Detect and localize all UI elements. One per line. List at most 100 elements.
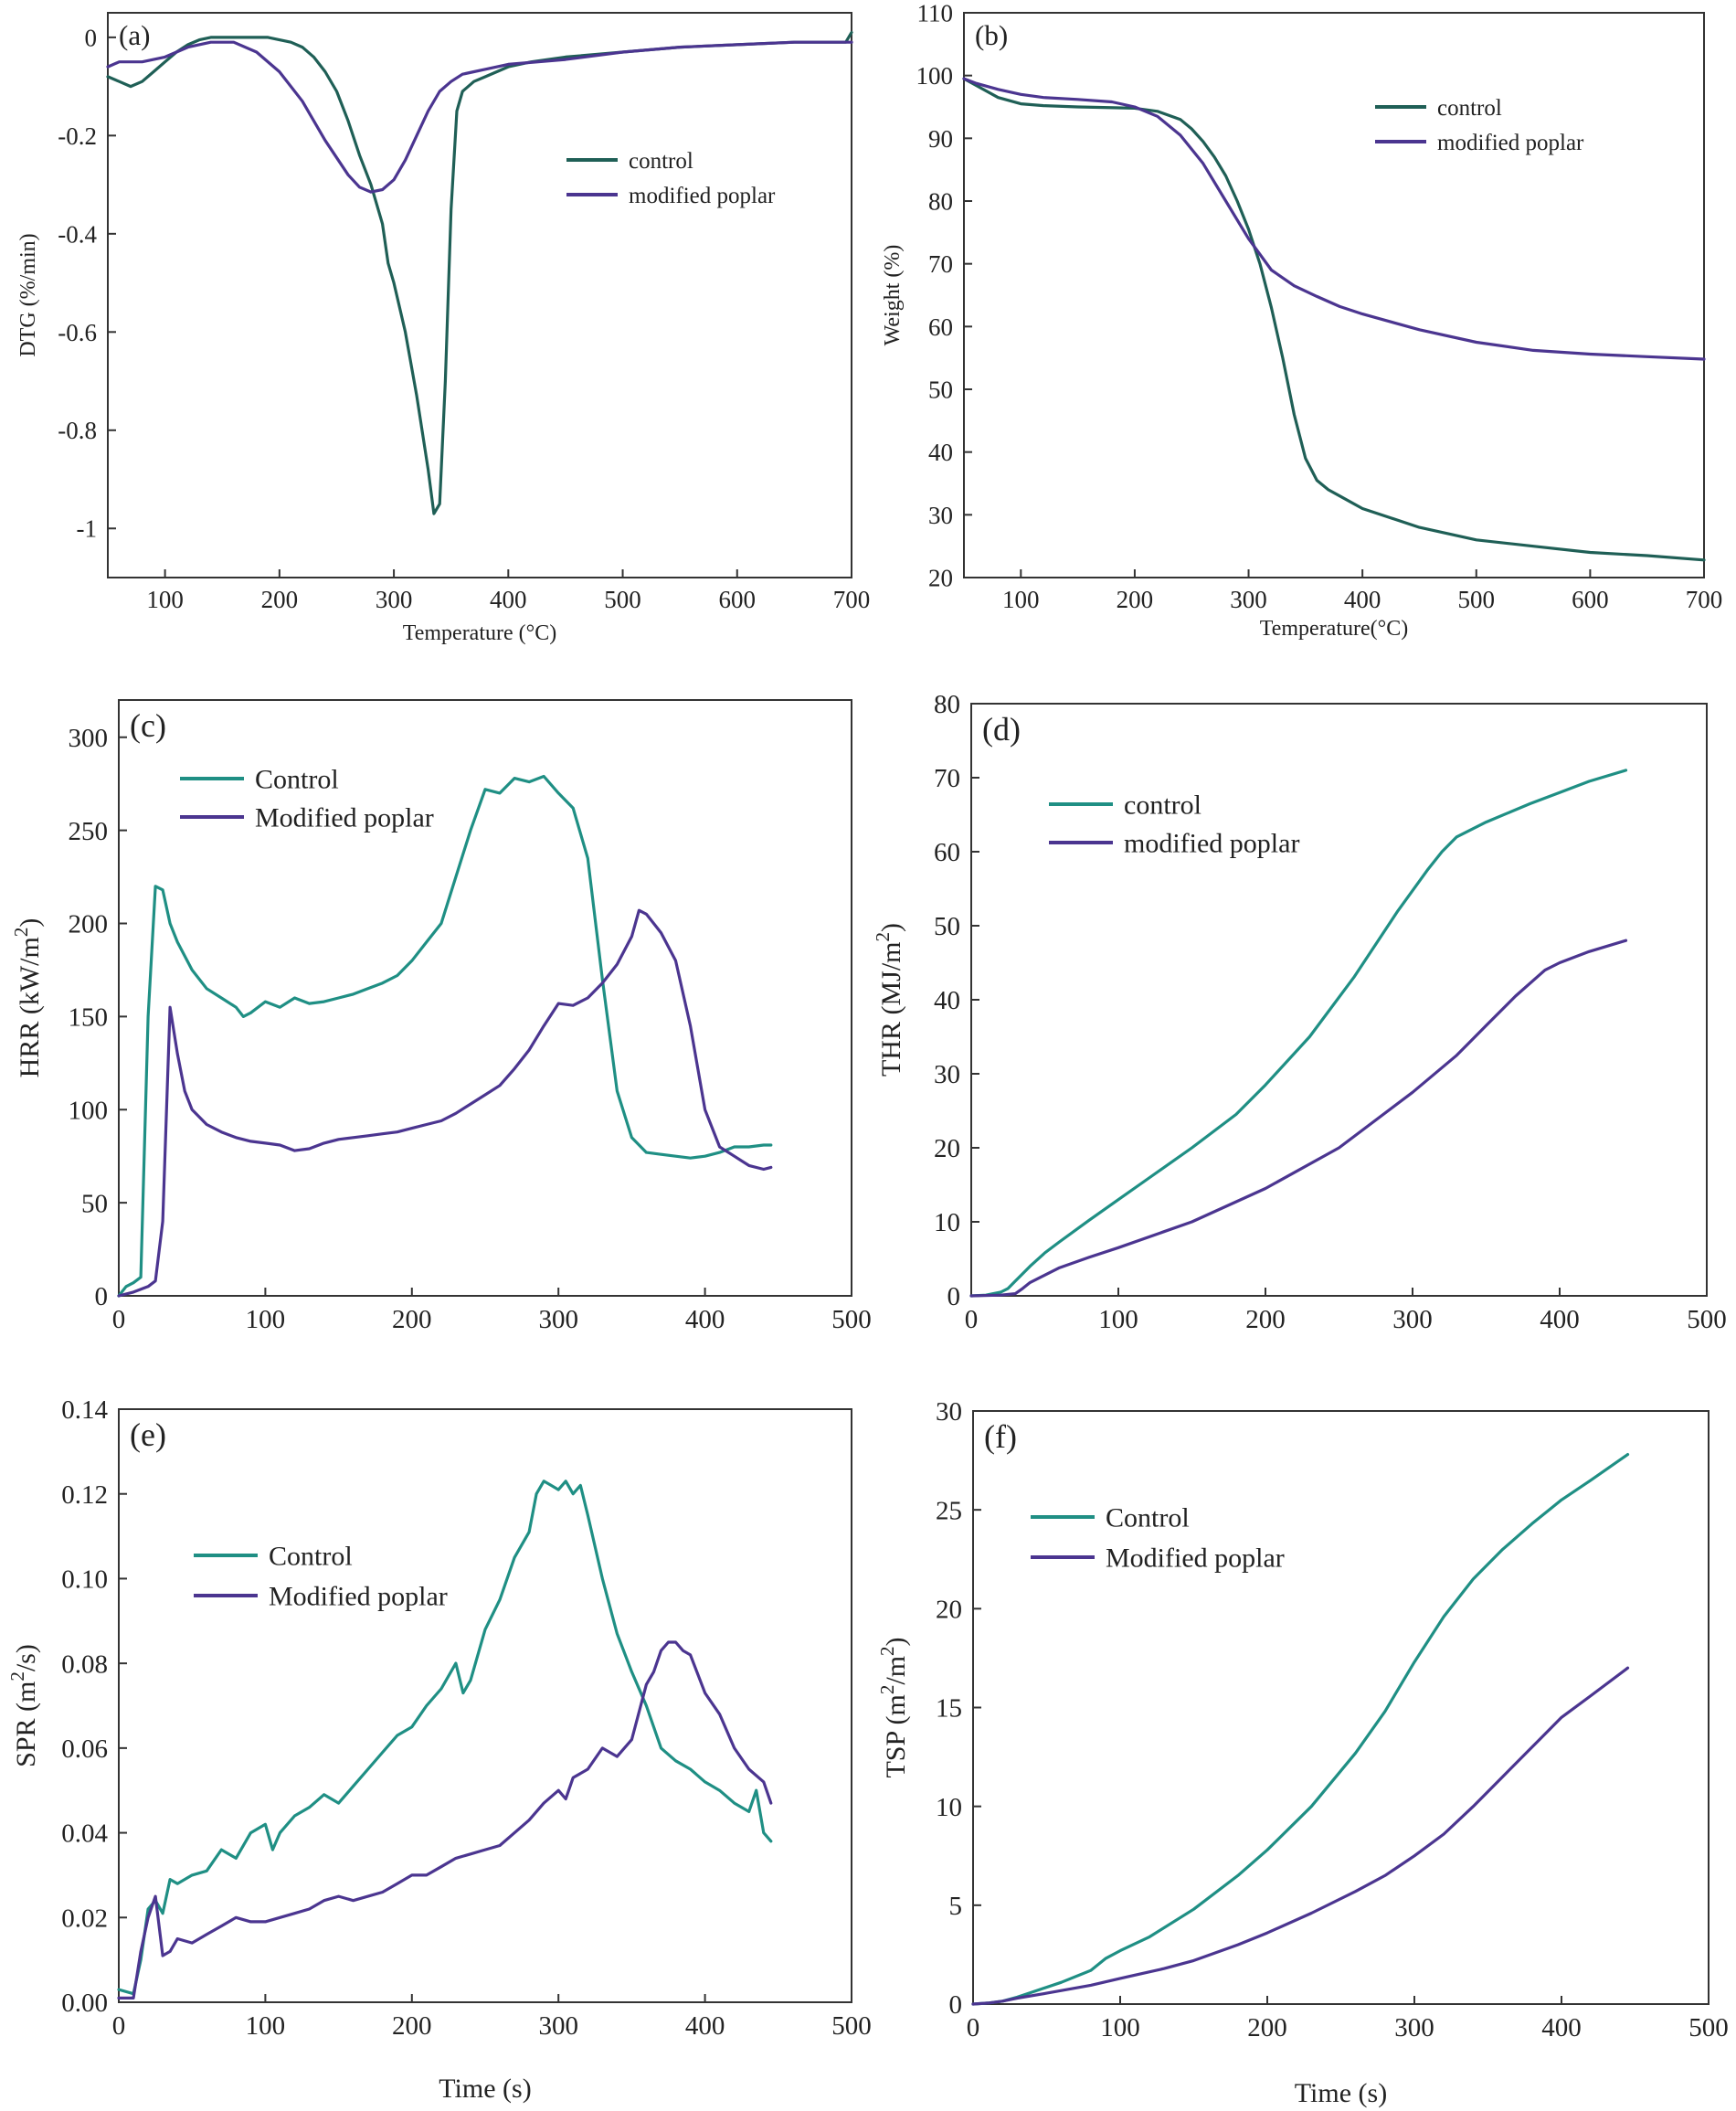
plot-frame-f xyxy=(972,1410,1710,2005)
y-tick-label: 0.10 xyxy=(61,1565,108,1595)
legend-label: Modified poplar xyxy=(1106,1543,1285,1574)
y-tick-label: 40 xyxy=(928,439,953,466)
x-axis-label: Temperature(°C) xyxy=(1260,617,1409,641)
plot-frame-d xyxy=(970,703,1708,1297)
series-line-control xyxy=(971,1452,1630,2006)
series-line-modified-poplar xyxy=(962,77,1706,361)
series-line-modified-poplar xyxy=(117,908,773,1298)
x-tick-label: 300 xyxy=(538,1305,578,1334)
y-tick-label: 0.08 xyxy=(61,1650,108,1679)
y-tick-label: 30 xyxy=(934,1060,960,1089)
y-tick-label: 80 xyxy=(928,187,953,215)
x-tick-label: 500 xyxy=(831,2011,872,2041)
series-line-modified-poplar xyxy=(106,40,853,194)
y-tick-label: 200 xyxy=(69,910,109,939)
x-tick-label: 400 xyxy=(490,586,527,613)
y-tick-label: -0.2 xyxy=(58,122,97,150)
y-tick-label: 0 xyxy=(95,1282,109,1311)
series-line-control xyxy=(117,1480,773,1996)
y-axis-label: DTG (%/min) xyxy=(16,233,40,356)
y-axis-label: Weight (%) xyxy=(881,245,905,346)
y-tick-label: 10 xyxy=(936,1793,962,1822)
y-axis-label: TSP (m2/m2) xyxy=(876,1637,911,1777)
y-tick-label: -0.4 xyxy=(58,220,97,248)
x-axis-label: Temperature (°C) xyxy=(403,621,557,645)
panel-label: (d) xyxy=(982,711,1021,748)
plot-frame-c xyxy=(118,699,852,1297)
y-tick-label: 60 xyxy=(928,313,953,341)
series-line-control xyxy=(117,774,773,1298)
y-tick-label: 150 xyxy=(69,1003,109,1033)
x-tick-label: 100 xyxy=(1098,1305,1138,1334)
panel-label: (f) xyxy=(984,1418,1017,1455)
legend-label: Control xyxy=(1106,1503,1190,1533)
x-tick-label: 200 xyxy=(1245,1305,1286,1334)
x-tick-label: 0 xyxy=(967,2013,980,2042)
legend-label: control xyxy=(1124,790,1201,821)
y-tick-label: 0.12 xyxy=(61,1480,108,1510)
y-tick-label: 0.04 xyxy=(61,1819,108,1849)
x-tick-label: 100 xyxy=(1100,2013,1140,2042)
panel-e: 0 100 200 300 400 500 0.00 0.02 0.04 0.06 0.08 0.10… xyxy=(6,1395,872,2104)
panel-a: 100 200 300 400 500 600 700 0 -0.2 -0.4 -0.6 -0.8 -1… xyxy=(16,12,871,645)
panel-label: (a) xyxy=(119,19,150,51)
x-tick-label: 500 xyxy=(1687,1305,1727,1334)
x-tick-label: 400 xyxy=(1344,586,1381,613)
y-tick-label: 70 xyxy=(934,764,960,793)
y-tick-label: 0 xyxy=(947,1282,961,1311)
plot-frame-e xyxy=(118,1408,852,2003)
x-tick-label: 500 xyxy=(1688,2013,1729,2042)
legend-label: Modified poplar xyxy=(255,803,434,833)
series-line-control xyxy=(969,769,1628,1298)
y-tick-label: 0 xyxy=(949,1990,963,2020)
x-tick-label: 500 xyxy=(831,1305,872,1334)
y-tick-label: 250 xyxy=(69,817,109,846)
x-tick-label: 500 xyxy=(604,586,641,613)
x-tick-label: 0 xyxy=(112,2011,126,2041)
series-line-modified-poplar xyxy=(117,1640,773,2000)
y-tick-label: 0.06 xyxy=(61,1734,108,1764)
panel-label: (c) xyxy=(130,707,166,744)
x-axis-label: Time (s) xyxy=(439,2074,531,2104)
legend-label: modified poplar xyxy=(629,184,776,208)
y-axis-label: HRR (kW/m2) xyxy=(10,918,45,1078)
legend-label: Control xyxy=(269,1542,353,1572)
y-tick-label: 25 xyxy=(936,1496,962,1525)
y-tick-label: 50 xyxy=(934,912,960,941)
series-line-modified-poplar xyxy=(971,1666,1630,2006)
y-tick-label: 50 xyxy=(928,376,953,403)
x-tick-label: 300 xyxy=(1392,1305,1433,1334)
y-tick-label: 30 xyxy=(936,1397,962,1427)
x-tick-label: 200 xyxy=(1117,586,1154,613)
panel-f: 0 100 200 300 400 500 0 5 10 15 20 25 30 (f) Time (s) T… xyxy=(876,1397,1729,2108)
x-tick-label: 100 xyxy=(1002,586,1040,613)
series-line-control xyxy=(962,77,1706,562)
y-tick-label: 70 xyxy=(928,250,953,278)
y-tick-label: 0.14 xyxy=(61,1395,108,1425)
y-tick-label: 100 xyxy=(916,62,954,90)
series-line-control xyxy=(106,30,853,515)
series-line-modified-poplar xyxy=(969,939,1628,1298)
y-tick-label: 20 xyxy=(928,564,953,591)
y-axis-label: SPR (m2/s) xyxy=(6,1644,41,1767)
y-tick-label: 50 xyxy=(81,1189,108,1218)
x-tick-label: 700 xyxy=(833,586,871,613)
x-tick-label: 700 xyxy=(1686,586,1723,613)
y-tick-label: 300 xyxy=(69,724,109,753)
x-tick-label: 400 xyxy=(1541,2013,1582,2042)
panel-label: (e) xyxy=(130,1416,166,1453)
x-tick-label: 300 xyxy=(1394,2013,1434,2042)
panel-b: 100 200 300 400 500 600 700 20 30 40 50 60 70 80 90 100… xyxy=(881,0,1722,641)
x-tick-label: 300 xyxy=(538,2011,578,2041)
y-tick-label: 110 xyxy=(917,0,954,27)
x-tick-label: 200 xyxy=(392,2011,432,2041)
x-tick-label: 500 xyxy=(1458,586,1496,613)
plot-frame-b xyxy=(963,12,1705,578)
x-tick-label: 400 xyxy=(685,2011,725,2041)
panel-c: 0 100 200 300 400 500 0 50 100 150 200 250 300 (c) HRR… xyxy=(10,699,872,1334)
y-tick-label: 5 xyxy=(949,1892,963,1921)
y-tick-label: 0.00 xyxy=(61,1989,108,2018)
x-tick-label: 200 xyxy=(261,586,299,613)
x-tick-label: 0 xyxy=(112,1305,126,1334)
